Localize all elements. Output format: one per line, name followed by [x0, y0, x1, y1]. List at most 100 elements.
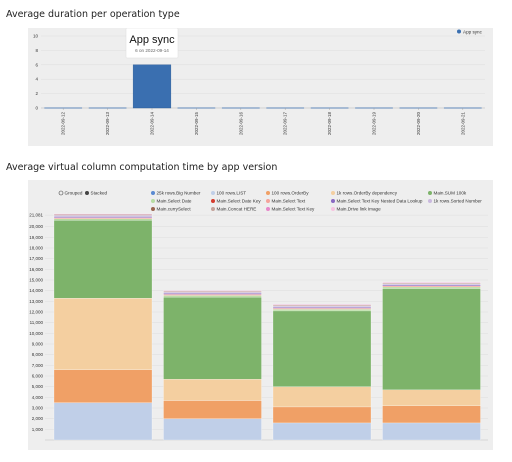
legend-swatch[interactable] — [428, 199, 432, 203]
bar-segment[interactable] — [163, 379, 262, 401]
legend-label[interactable]: 1k rows.OrderBy dependency — [337, 191, 398, 196]
y-tick-label: 5,000 — [32, 384, 44, 389]
legend-label[interactable]: Main.Concat HERE — [217, 207, 257, 212]
tooltip-subtitle: 6 on 2022-09-14 — [135, 48, 169, 53]
stacked-bar[interactable] — [163, 290, 262, 441]
bar-segment[interactable] — [163, 291, 262, 293]
y-tick-label: 2,000 — [32, 416, 44, 421]
bar-segment[interactable] — [382, 282, 481, 283]
legend-swatch[interactable] — [211, 191, 215, 195]
legend-label[interactable]: 1k rows.Sorted Number — [434, 199, 483, 204]
y-tick-label: 18,000 — [29, 246, 43, 251]
bar-segment[interactable] — [272, 304, 372, 306]
stacked-radio[interactable] — [85, 191, 89, 195]
duration-chart-title: Average duration per operation type — [6, 9, 180, 20]
bar-segment[interactable] — [53, 220, 153, 299]
y-tick-label: 2 — [35, 91, 38, 96]
bar-segment[interactable] — [382, 282, 481, 284]
legend-swatch[interactable] — [151, 199, 155, 203]
bar-segment[interactable] — [163, 418, 262, 441]
bar-segment[interactable] — [272, 304, 372, 307]
bar-segment[interactable] — [53, 216, 153, 218]
bar-segment[interactable] — [272, 306, 372, 308]
bar-segment[interactable] — [272, 386, 372, 408]
legend-label[interactable]: Main.Select Text Key — [272, 207, 316, 212]
legend-swatch[interactable] — [266, 207, 270, 211]
bar-segment[interactable] — [272, 422, 372, 441]
bar-segment[interactable] — [382, 284, 481, 286]
grouped-stacked-toggle[interactable]: Grouped Stacked — [58, 190, 108, 196]
bar-segment[interactable] — [382, 405, 481, 424]
bar-segment[interactable] — [53, 402, 153, 441]
y-tick-label: 8 — [35, 48, 38, 53]
bar-segment[interactable] — [53, 218, 153, 221]
bar-segment[interactable] — [272, 308, 372, 310]
legend-label[interactable]: Main.Select Text Key Nested Data Lookup — [337, 199, 423, 204]
duration-chart-svg: 0 2 4 6 8 10 2022-09-12 2022-09-13 2022-09-14 202… — [33, 28, 485, 136]
y-tick-label: 16,000 — [29, 267, 43, 272]
bar-segment[interactable] — [382, 422, 481, 441]
stacked-bar[interactable] — [53, 213, 153, 441]
bar-segment[interactable] — [163, 293, 262, 295]
y-tick-label: 17,000 — [29, 256, 43, 261]
bar-segment[interactable] — [382, 389, 481, 406]
stacked-bar[interactable] — [272, 304, 372, 441]
x-tick-label: 2022-09-15 — [194, 112, 199, 136]
y-tick-label: 14,000 — [29, 288, 43, 293]
bar-segment[interactable] — [272, 309, 372, 312]
bar-segment[interactable] — [272, 406, 372, 424]
bar-segment[interactable] — [272, 310, 372, 387]
bar-segment[interactable] — [163, 292, 262, 294]
duration-chart-panel: 0 2 4 6 8 10 2022-09-12 2022-09-13 2022-09-14 202… — [28, 28, 493, 146]
bar-segment[interactable] — [272, 307, 372, 309]
bar-segment[interactable] — [53, 213, 153, 215]
legend-label[interactable]: Main.currySelect — [157, 207, 192, 212]
legend-swatch[interactable] — [331, 191, 335, 195]
computation-chart-title: Average virtual column computation time … — [6, 162, 278, 173]
legend-label[interactable]: Main.Select Date — [157, 199, 192, 204]
legend-label[interactable]: App sync — [463, 29, 483, 34]
bar-segment[interactable] — [53, 369, 153, 403]
legend-swatch[interactable] — [266, 191, 270, 195]
stacked-bar[interactable] — [382, 282, 481, 441]
x-tick-label: 2022-09-16 — [238, 112, 243, 136]
legend-swatch[interactable] — [211, 199, 215, 203]
legend-swatch[interactable] — [151, 191, 155, 195]
x-tick-label: 2022-09-17 — [283, 112, 288, 136]
legend-swatch[interactable] — [428, 191, 432, 195]
legend-label[interactable]: 100 rows.OrderBy — [272, 191, 310, 196]
bar-segment[interactable] — [382, 285, 481, 288]
legend-swatch[interactable] — [266, 199, 270, 203]
legend-swatch[interactable] — [331, 207, 335, 211]
legend-swatch[interactable] — [211, 207, 215, 211]
x-tick-label: 2022-09-14 — [150, 112, 155, 136]
x-tick-label: 2022-09-13 — [105, 112, 110, 136]
bar-segment[interactable] — [163, 400, 262, 419]
grouped-radio[interactable] — [58, 190, 64, 196]
bar-segment[interactable] — [382, 283, 481, 285]
bar-segment[interactable] — [53, 298, 153, 370]
legend-label[interactable]: 100 rows.LIST — [217, 191, 247, 196]
bar-segment[interactable] — [163, 296, 262, 380]
bar-segment[interactable] — [53, 215, 153, 217]
y-tick-label: 4,000 — [32, 395, 44, 400]
bar-segment[interactable] — [163, 295, 262, 298]
bar[interactable] — [132, 64, 172, 109]
legend-swatch[interactable] — [457, 29, 461, 34]
legend-swatch[interactable] — [151, 207, 155, 211]
legend-label[interactable]: Main.Select Date Key — [217, 199, 262, 204]
bar-segment[interactable] — [163, 290, 262, 292]
bar-segment[interactable] — [382, 286, 481, 289]
x-tick-label: 2022-09-12 — [61, 112, 66, 136]
bar-segment[interactable] — [163, 294, 262, 296]
tooltip-title: App sync — [129, 34, 175, 46]
bar-segment[interactable] — [382, 288, 481, 390]
legend-label[interactable]: Main.Select Text — [272, 199, 306, 204]
legend-swatch[interactable] — [331, 199, 335, 203]
tooltip-box — [125, 28, 179, 59]
legend-label[interactable]: 25k rows.Big Number — [157, 191, 201, 196]
legend-label[interactable]: Main.Drive link Image — [337, 207, 382, 212]
legend-label[interactable]: Main.SUM 100k — [434, 191, 467, 196]
bar-segment[interactable] — [53, 217, 153, 219]
bar-segment[interactable] — [53, 214, 153, 216]
